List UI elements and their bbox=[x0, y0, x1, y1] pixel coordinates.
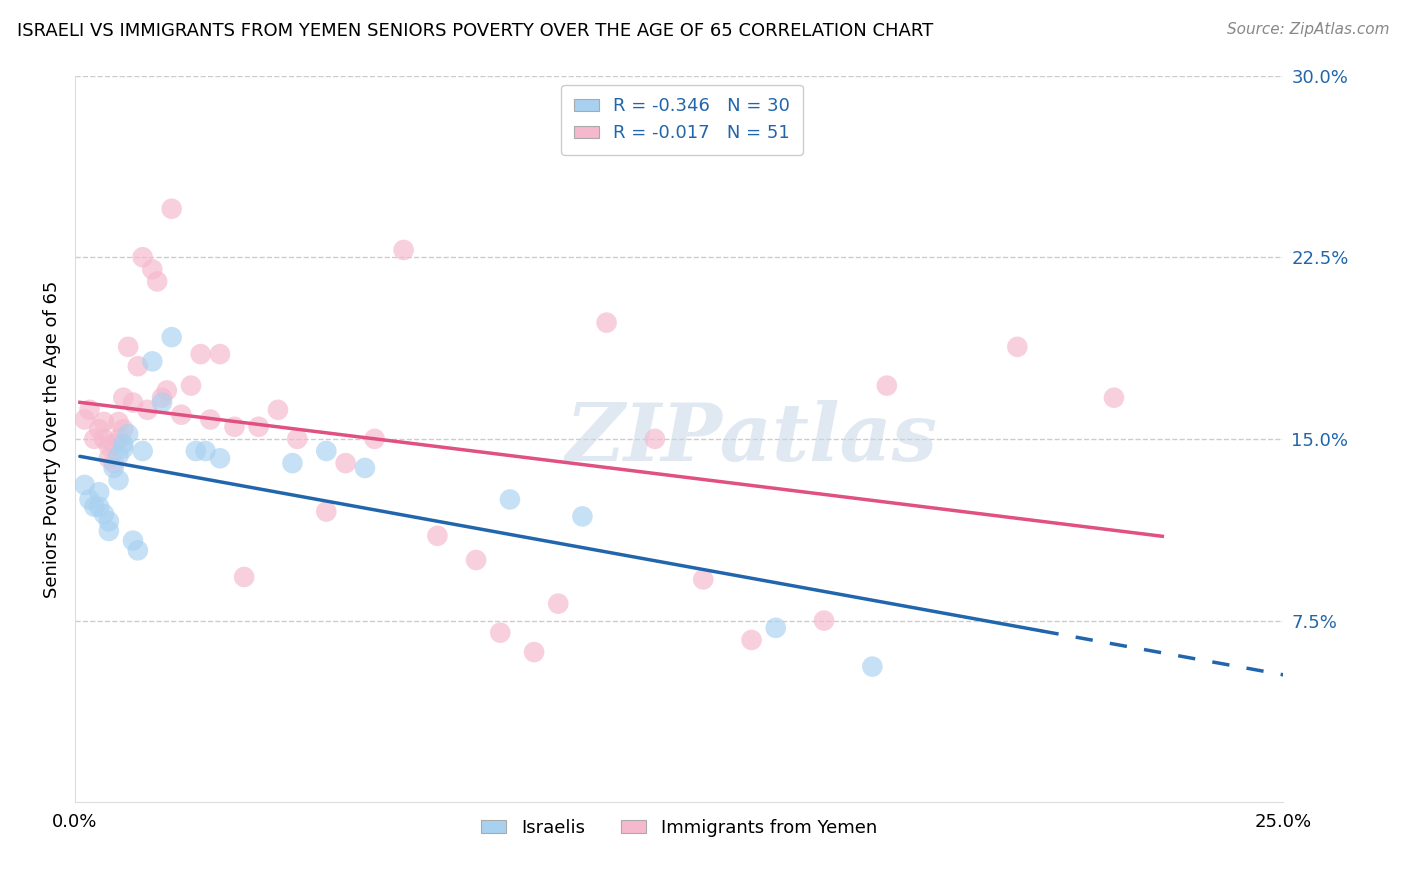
Point bbox=[97, 451, 120, 466]
Point bbox=[860, 659, 883, 673]
Point bbox=[1007, 340, 1029, 354]
Point bbox=[224, 419, 246, 434]
Point bbox=[523, 645, 546, 659]
Point bbox=[136, 402, 159, 417]
Point bbox=[160, 202, 183, 216]
Point bbox=[571, 509, 593, 524]
Point bbox=[103, 456, 125, 470]
Point bbox=[160, 330, 183, 344]
Point bbox=[146, 275, 169, 289]
Point bbox=[103, 461, 125, 475]
Point bbox=[184, 444, 207, 458]
Point bbox=[112, 391, 135, 405]
Point bbox=[97, 514, 120, 528]
Point bbox=[141, 354, 163, 368]
Point bbox=[281, 456, 304, 470]
Point bbox=[644, 432, 666, 446]
Point bbox=[741, 632, 763, 647]
Point bbox=[131, 444, 153, 458]
Text: ZIPatlas: ZIPatlas bbox=[565, 401, 938, 477]
Point bbox=[112, 436, 135, 450]
Point bbox=[315, 444, 337, 458]
Point bbox=[465, 553, 488, 567]
Point bbox=[93, 415, 115, 429]
Point bbox=[117, 340, 139, 354]
Point bbox=[150, 395, 173, 409]
Point bbox=[233, 570, 256, 584]
Text: ISRAELI VS IMMIGRANTS FROM YEMEN SENIORS POVERTY OVER THE AGE OF 65 CORRELATION : ISRAELI VS IMMIGRANTS FROM YEMEN SENIORS… bbox=[17, 22, 934, 40]
Point bbox=[83, 500, 105, 514]
Point bbox=[876, 378, 898, 392]
Point bbox=[150, 391, 173, 405]
Point bbox=[489, 625, 512, 640]
Point bbox=[97, 439, 120, 453]
Point bbox=[194, 444, 217, 458]
Point bbox=[267, 402, 290, 417]
Point bbox=[247, 419, 270, 434]
Legend: Israelis, Immigrants from Yemen: Israelis, Immigrants from Yemen bbox=[474, 812, 884, 844]
Point bbox=[208, 347, 231, 361]
Point bbox=[392, 243, 415, 257]
Point bbox=[499, 492, 522, 507]
Point bbox=[765, 621, 787, 635]
Point bbox=[363, 432, 385, 446]
Point bbox=[122, 533, 145, 548]
Point bbox=[107, 449, 129, 463]
Point bbox=[107, 415, 129, 429]
Point bbox=[93, 507, 115, 521]
Point bbox=[103, 436, 125, 450]
Point bbox=[813, 614, 835, 628]
Point bbox=[127, 543, 149, 558]
Point bbox=[180, 378, 202, 392]
Point bbox=[190, 347, 212, 361]
Point bbox=[692, 573, 714, 587]
Point bbox=[79, 492, 101, 507]
Text: Source: ZipAtlas.com: Source: ZipAtlas.com bbox=[1226, 22, 1389, 37]
Point bbox=[83, 432, 105, 446]
Point bbox=[89, 485, 111, 500]
Point bbox=[131, 250, 153, 264]
Point bbox=[112, 442, 135, 456]
Point bbox=[170, 408, 193, 422]
Point bbox=[127, 359, 149, 374]
Point bbox=[141, 262, 163, 277]
Point bbox=[156, 384, 179, 398]
Y-axis label: Seniors Poverty Over the Age of 65: Seniors Poverty Over the Age of 65 bbox=[44, 280, 60, 598]
Point bbox=[335, 456, 357, 470]
Point bbox=[117, 427, 139, 442]
Point bbox=[1102, 391, 1125, 405]
Point bbox=[208, 451, 231, 466]
Point bbox=[285, 432, 308, 446]
Point bbox=[200, 412, 222, 426]
Point bbox=[73, 412, 96, 426]
Point bbox=[112, 422, 135, 436]
Point bbox=[315, 505, 337, 519]
Point bbox=[73, 478, 96, 492]
Point bbox=[426, 529, 449, 543]
Point bbox=[107, 473, 129, 487]
Point bbox=[97, 524, 120, 538]
Point bbox=[79, 402, 101, 417]
Point bbox=[93, 432, 115, 446]
Point bbox=[107, 432, 129, 446]
Point bbox=[354, 461, 377, 475]
Point bbox=[89, 500, 111, 514]
Point bbox=[595, 316, 617, 330]
Point bbox=[122, 395, 145, 409]
Point bbox=[547, 597, 569, 611]
Point bbox=[89, 422, 111, 436]
